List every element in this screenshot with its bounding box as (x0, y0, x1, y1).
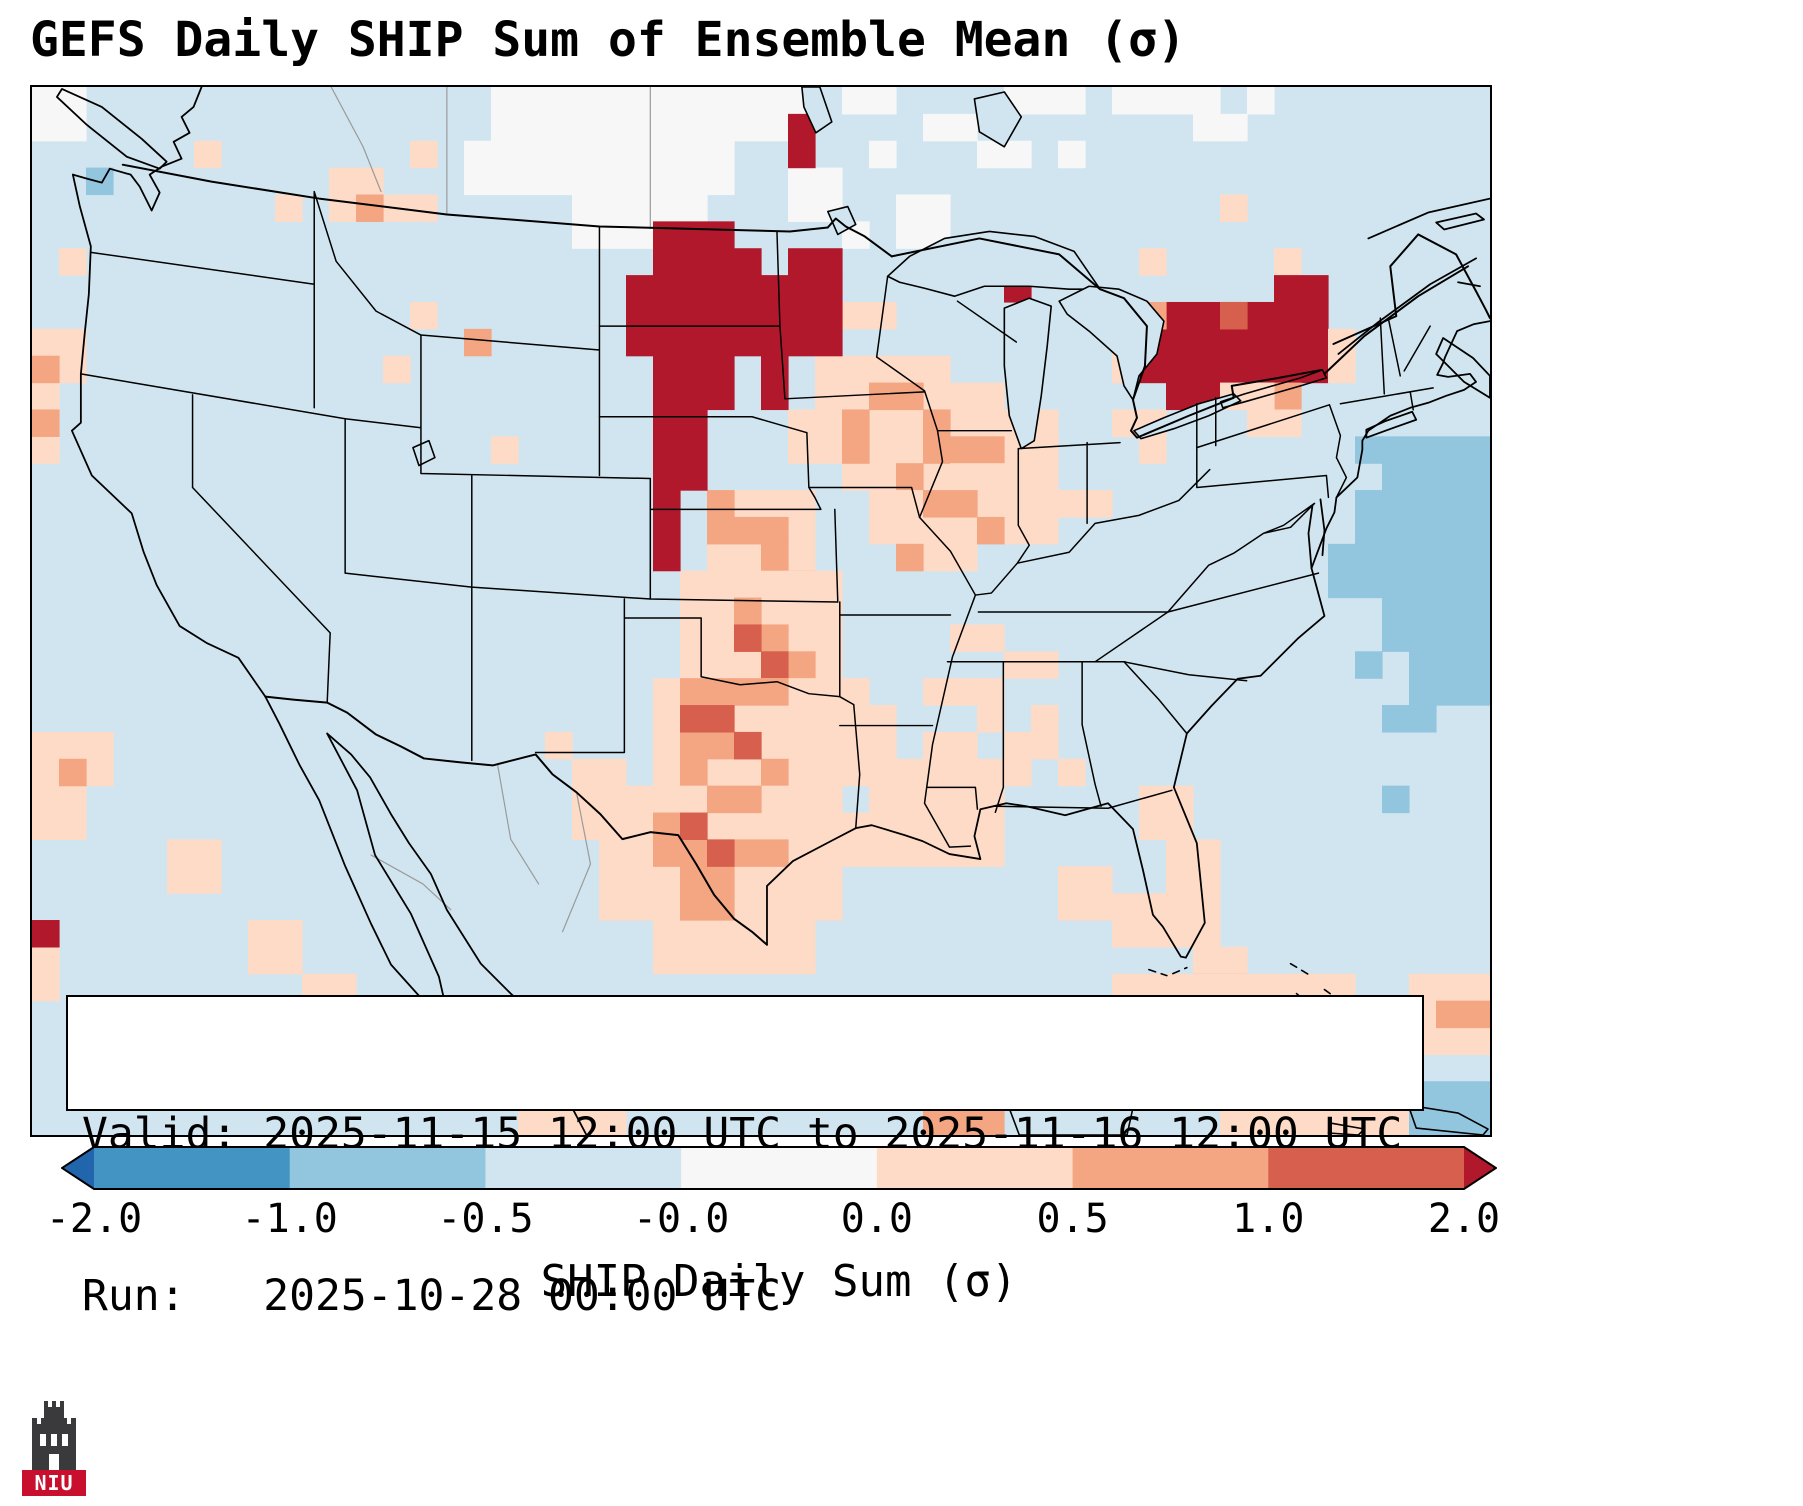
state-borders-northeast (1167, 317, 1434, 613)
us-canada-border-newengland (1332, 233, 1490, 346)
mississippi-river (875, 356, 977, 848)
colorbar-tick: 0.5 (1036, 1196, 1109, 1242)
lake-winnipeg (801, 87, 833, 134)
validity-info-box: Valid: 2025-11-15 12:00 UTC to 2025-11-1… (66, 995, 1424, 1321)
niu-logo: NIU (22, 1398, 86, 1496)
coastline-atlantic (1172, 320, 1490, 789)
colorbar-outline (61, 1146, 1497, 1190)
state-borders-west (80, 190, 855, 762)
colorbar-under-arrow (62, 1147, 94, 1189)
state-borders (80, 190, 1434, 848)
anticosti-island (1435, 212, 1485, 231)
state-borders-midwest (875, 275, 1211, 596)
quebec-north-shore (1367, 197, 1490, 240)
colorbar-tick: 0.0 (840, 1196, 913, 1242)
chesapeake-bay (1307, 498, 1326, 570)
castle-icon (22, 1398, 86, 1470)
colorbar-label: SHIP Daily Sum (σ) (540, 1256, 1018, 1307)
us-canada-border-west (121, 163, 893, 258)
coastline-puget-bc (71, 87, 203, 212)
prince-edward-island (1457, 281, 1481, 288)
us-mexico-border (264, 695, 768, 946)
us-canada-border-lakes (890, 237, 1323, 439)
colorbar-tick: -0.0 (632, 1196, 730, 1242)
state-borders-southeast (946, 572, 1320, 813)
lake-nipigon (973, 91, 1023, 148)
coastline-pacific (70, 173, 267, 698)
map-frame: Valid: 2025-11-15 12:00 UTC to 2025-11-1… (30, 85, 1492, 1321)
colorbar-svg (61, 1146, 1497, 1190)
nova-scotia (1435, 337, 1490, 399)
colorbar-over-arrow (1464, 1147, 1496, 1189)
state-borders-central (598, 230, 979, 829)
colorbar (61, 1146, 1497, 1190)
colorbar-tick-labels: -2.0 -1.0 -0.5 -0.0 0.0 0.5 1.0 2.0 (46, 1196, 1500, 1246)
colorbar-tick: -0.5 (437, 1196, 534, 1242)
colorbar-segment (94, 1147, 291, 1189)
admin-lines-mexico-canada (330, 87, 651, 933)
st-lawrence-river (1323, 265, 1470, 375)
figure-title: GEFS Daily SHIP Sum of Ensemble Mean (σ) (30, 12, 1186, 68)
long-island (1365, 410, 1418, 439)
gulf-st-lawrence-shore (1337, 257, 1477, 355)
colorbar-segment (1072, 1147, 1269, 1189)
colorbar-segments (94, 1147, 1465, 1189)
colorbar-tick: -1.0 (241, 1196, 338, 1242)
great-salt-lake (412, 439, 436, 467)
heatmap-cells (32, 87, 1490, 1135)
lake-michigan (1003, 297, 1053, 450)
niu-logo-text: NIU (22, 1470, 86, 1496)
vancouver-island (56, 88, 168, 170)
colorbar-tick: 1.0 (1232, 1196, 1305, 1242)
lake-ontario (1219, 369, 1328, 409)
geography-lines (56, 87, 1490, 1135)
country-borders (121, 163, 1490, 946)
colorbar-segment (289, 1147, 486, 1189)
mexico-canada-state-lines (330, 87, 651, 933)
colorbar-tick: 2.0 (1427, 1196, 1501, 1242)
run-time-text: Run: 2025-10-28 00:00 UTC (82, 1271, 781, 1321)
colorbar-segment (1268, 1147, 1465, 1189)
colorbar-segment (485, 1147, 682, 1189)
coastline-baja (264, 695, 450, 1022)
colorbar-segment (876, 1147, 1074, 1189)
colorbar-segment (681, 1147, 878, 1189)
conus-ship-heatmap (32, 87, 1490, 1135)
colorbar-tick: -2.0 (45, 1196, 143, 1242)
